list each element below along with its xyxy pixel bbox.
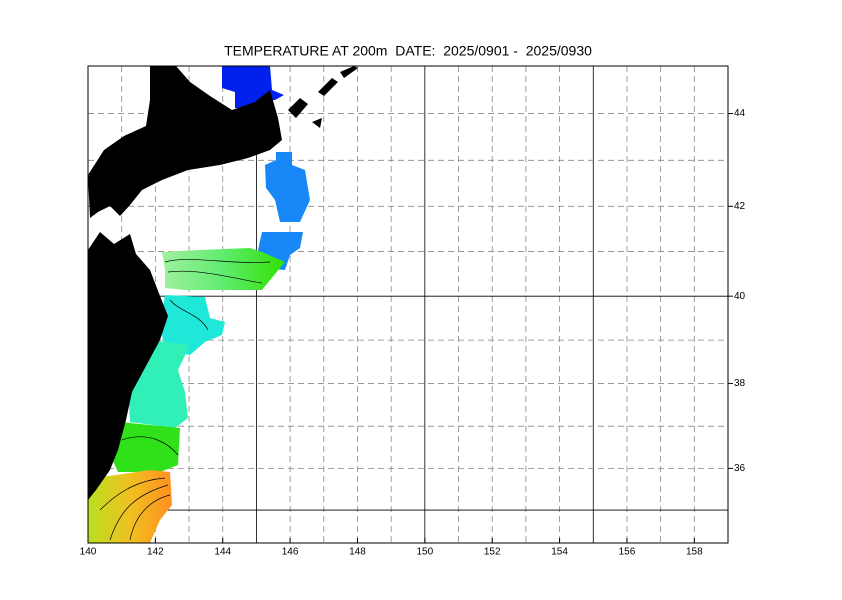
x-tick-label: 152 — [484, 547, 501, 558]
x-tick-label: 154 — [551, 547, 568, 558]
map-frame — [87, 65, 729, 544]
grid-layer — [88, 66, 728, 543]
y-tick-label: 40 — [734, 291, 746, 302]
temperature-field — [88, 66, 310, 543]
contours — [99, 259, 271, 541]
axis-labels: 140 142 144 146 148 150 152 154 156 158 36 38 40 42 44 — [80, 108, 746, 557]
x-tick-label: 150 — [416, 547, 433, 558]
x-tick-label: 158 — [686, 547, 703, 558]
island — [288, 98, 308, 118]
island — [312, 118, 322, 128]
island — [318, 78, 338, 96]
y-tick-label: 38 — [734, 378, 746, 389]
y-tick-label: 36 — [734, 463, 746, 474]
map-title: TEMPERATURE AT 200m DATE: 2025/0901 - 20… — [224, 43, 592, 59]
honshu — [88, 232, 168, 500]
x-tick-label: 146 — [282, 547, 299, 558]
island — [340, 66, 358, 78]
y-tick-label: 44 — [734, 108, 746, 119]
x-tick-label: 144 — [214, 547, 231, 558]
temp-patch — [265, 152, 310, 222]
land — [88, 66, 358, 500]
x-tick-label: 156 — [619, 547, 636, 558]
temp-patch — [88, 470, 172, 543]
y-tick-label: 42 — [734, 201, 746, 212]
x-tick-label: 140 — [80, 547, 97, 558]
temp-patch — [222, 66, 284, 108]
temp-patch — [162, 248, 285, 290]
hokkaido — [88, 66, 282, 218]
temp-patch — [160, 295, 225, 355]
x-tick-label: 148 — [349, 547, 366, 558]
x-tick-label: 142 — [147, 547, 164, 558]
temp-patch — [108, 422, 180, 472]
